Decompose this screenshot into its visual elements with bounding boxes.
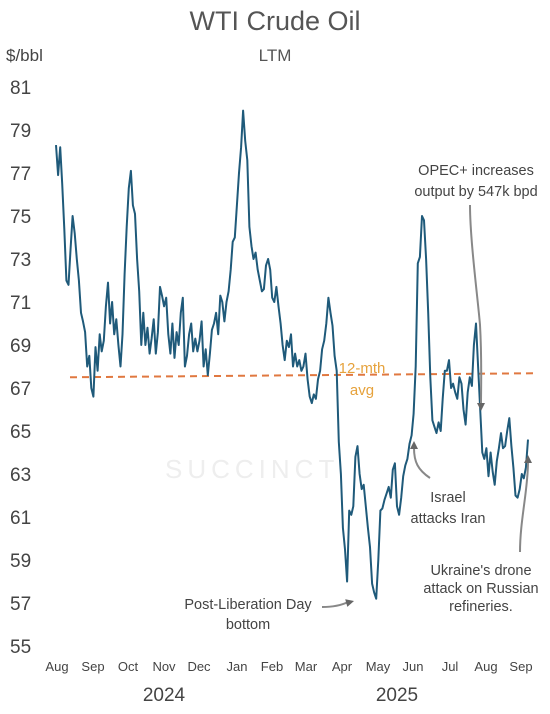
price-line <box>55 109 529 600</box>
annotation-text: attack on Russian <box>423 581 538 597</box>
chart-subtitle: LTM <box>258 46 292 65</box>
y-tick-label: 55 <box>10 637 31 658</box>
y-tick-label: 61 <box>10 508 31 529</box>
x-tick-label: Mar <box>295 659 318 674</box>
x-tick-label: Jul <box>442 659 459 674</box>
y-tick-label: 75 <box>10 207 31 228</box>
arrow-head <box>345 599 354 607</box>
watermark: SUCCINCT <box>165 454 339 484</box>
annotation-arrow <box>321 601 349 608</box>
x-tick-label: Aug <box>45 659 68 674</box>
x-tick-label: Jan <box>227 659 248 674</box>
annotation-text: refineries. <box>449 599 513 615</box>
x-tick-label: Dec <box>187 659 211 674</box>
average-line <box>69 372 536 379</box>
x-tick-label: Sep <box>81 659 104 674</box>
y-tick-label: 71 <box>10 293 31 314</box>
annotation-text: bottom <box>226 617 270 633</box>
average-label: avg <box>350 382 374 399</box>
y-tick-label: 77 <box>10 164 31 185</box>
arrow-head <box>410 441 418 449</box>
y-axis-unit: $/bbl <box>6 46 43 65</box>
annotation-text: OPEC+ increases <box>418 163 534 179</box>
year-label: 2025 <box>376 685 418 706</box>
year-label: 2024 <box>143 685 186 706</box>
x-tick-label: Jun <box>403 659 424 674</box>
x-tick-label: May <box>366 659 391 674</box>
annotation-text: Israel <box>430 490 465 506</box>
x-tick-label: Feb <box>261 659 283 674</box>
annotation-arrow <box>469 204 483 406</box>
y-tick-label: 79 <box>10 121 31 142</box>
annotation-text: output by 547k bpd <box>414 184 537 200</box>
y-tick-label: 65 <box>10 422 31 443</box>
y-tick-label: 63 <box>10 465 31 486</box>
y-tick-label: 73 <box>10 250 31 271</box>
x-tick-label: Aug <box>474 659 497 674</box>
x-tick-label: Sep <box>509 659 532 674</box>
y-tick-label: 57 <box>10 594 31 615</box>
annotation-text: Post-Liberation Day <box>184 597 312 613</box>
annotation-arrow <box>519 461 529 553</box>
y-tick-label: 81 <box>10 78 31 99</box>
y-tick-label: 59 <box>10 551 31 572</box>
y-tick-label: 67 <box>10 379 31 400</box>
arrow-head <box>524 455 532 463</box>
y-tick-label: 69 <box>10 336 31 357</box>
x-tick-label: Oct <box>118 659 139 674</box>
chart-title: WTI Crude Oil <box>189 6 361 36</box>
arrow-head <box>477 403 485 411</box>
annotation-text: Ukraine's drone <box>430 563 531 579</box>
annotation-arrow <box>413 447 431 479</box>
annotation-text: attacks Iran <box>411 511 486 527</box>
x-tick-label: Apr <box>332 659 353 674</box>
x-tick-label: Nov <box>152 659 176 674</box>
average-label: 12-mth <box>339 360 386 377</box>
